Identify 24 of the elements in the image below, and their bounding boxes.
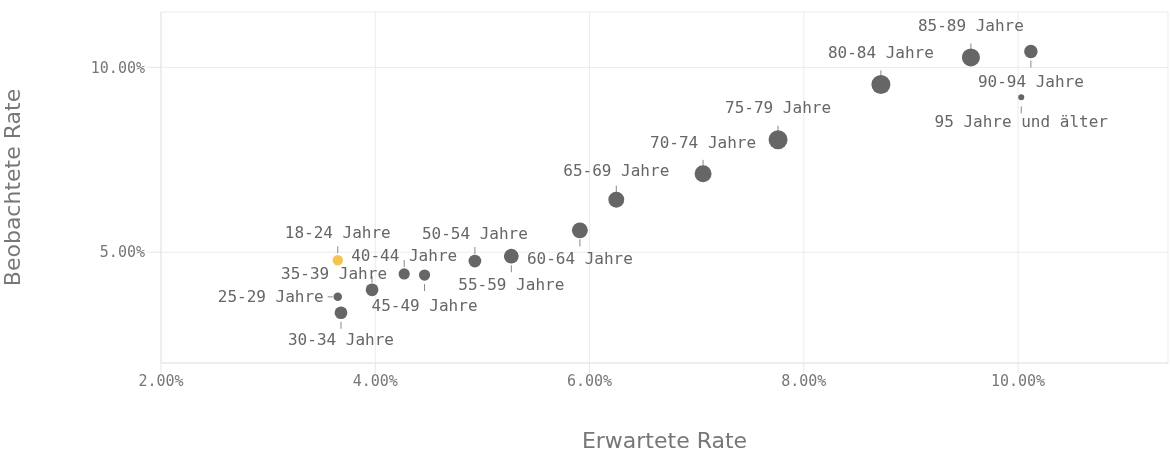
annotation: 18-24 Jahre xyxy=(284,223,391,243)
y-tick-label: 5.00% xyxy=(99,243,145,262)
annotation: 75-79 Jahre xyxy=(725,97,832,117)
y-axis-title: Beobachtete Rate xyxy=(0,88,25,287)
annotation: 50-54 Jahre xyxy=(421,224,528,244)
annotation: 30-34 Jahre xyxy=(287,329,394,349)
x-tick-label: 6.00% xyxy=(566,371,613,390)
annotation: 40-44 Jahre xyxy=(351,245,458,265)
annotation: 25-29 Jahre xyxy=(217,286,324,306)
annotation: 65-69 Jahre xyxy=(563,160,670,180)
annotation: 55-59 Jahre xyxy=(458,275,565,295)
annotation: 70-74 Jahre xyxy=(650,132,757,152)
x-tick-label: 8.00% xyxy=(781,371,827,390)
annotation: 35-39 Jahre xyxy=(281,263,388,283)
x-axis-title: Erwartete Rate xyxy=(581,428,748,453)
annotation: 90-94 Jahre xyxy=(977,71,1084,91)
annotation: 85-89 Jahre xyxy=(917,16,1024,36)
x-tick-label: 10.00% xyxy=(990,371,1046,390)
annotation: 80-84 Jahre xyxy=(827,43,934,63)
x-tick-label: 2.00% xyxy=(138,371,184,390)
annotation: 95 Jahre und älter xyxy=(934,112,1109,132)
annotation: 60-64 Jahre xyxy=(526,249,633,269)
annotation: 45-49 Jahre xyxy=(371,296,478,316)
x-tick-label: 4.00% xyxy=(352,371,398,390)
